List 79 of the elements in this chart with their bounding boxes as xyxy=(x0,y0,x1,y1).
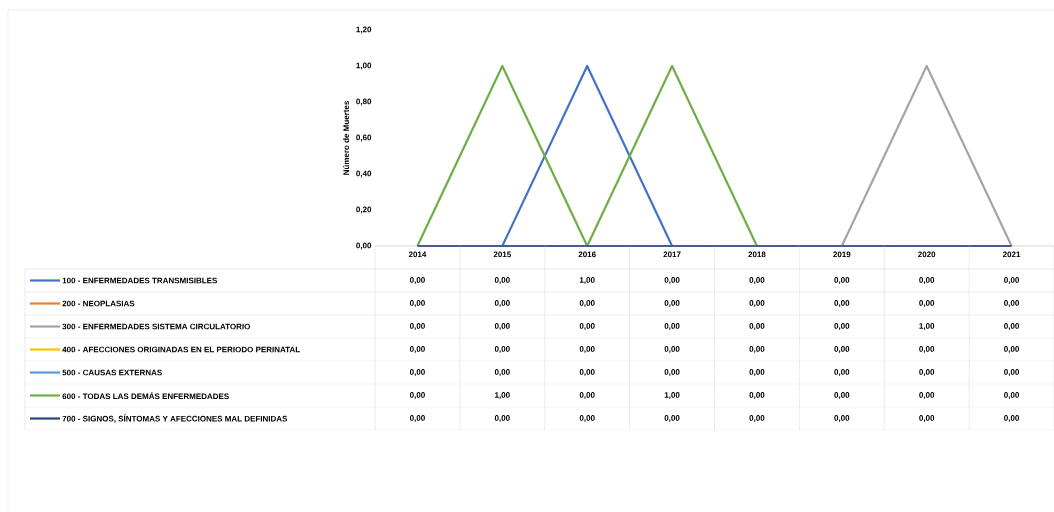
text: 0,00 xyxy=(919,346,935,353)
text: 0,00 xyxy=(409,277,425,284)
y-tick-label: 0,80 xyxy=(356,98,372,106)
text: 0,00 xyxy=(834,369,850,376)
data-label: 0,00 xyxy=(409,415,425,422)
legend-label: 500 - CAUSAS EXTERNAS xyxy=(62,369,162,376)
data-label: 0,00 xyxy=(494,323,510,330)
y-tick-label: 0,40 xyxy=(356,170,372,178)
text: 0,00 xyxy=(664,300,680,307)
x-tick-label: 2020 xyxy=(918,251,936,258)
data-label: 1,00 xyxy=(579,277,595,284)
text: 0,00 xyxy=(834,346,850,353)
data-label: 1,00 xyxy=(495,392,510,399)
text: 0,00 xyxy=(409,300,425,307)
data-label: 0,00 xyxy=(919,415,935,422)
data-label: 1,00 xyxy=(919,323,935,330)
y-tick-label: 0,00 xyxy=(356,242,372,250)
data-label: 0,00 xyxy=(1004,323,1020,330)
legend-label: 600 - TODAS LAS DEMÁS ENFERMEDADES xyxy=(62,391,229,400)
data-label: 0,00 xyxy=(579,392,595,399)
legend-label: 700 - SIGNOS, SÍNTOMAS Y AFECCIONES MAL DEFINIDAS xyxy=(62,414,288,423)
legend-label: 200 - NEOPLASIAS xyxy=(62,300,135,307)
y-tick-label: 1,20 xyxy=(356,26,372,34)
text: 0,00 xyxy=(749,346,765,353)
text: 0,00 xyxy=(1004,369,1020,376)
y-tick-label: 0,20 xyxy=(356,206,372,214)
x-tick-label: 2016 xyxy=(578,251,596,258)
text: 0,00 xyxy=(409,369,425,376)
text: 0,00 xyxy=(664,346,680,353)
text: 0,00 xyxy=(919,300,935,307)
x-tick-label: 2017 xyxy=(663,251,681,258)
data-label: 0,00 xyxy=(579,415,595,422)
text: 0,00 xyxy=(919,277,935,284)
text: 0,00 xyxy=(919,369,935,376)
data-label: 0,00 xyxy=(494,415,510,422)
data-label: 0,00 xyxy=(664,277,680,284)
data-label: 0,00 xyxy=(664,415,680,422)
legend-label: 100 - ENFERMEDADES TRANSMISIBLES xyxy=(62,277,218,284)
text: 0,00 xyxy=(664,369,680,376)
text: 0,00 xyxy=(749,277,765,284)
text: 0,00 xyxy=(1004,346,1020,353)
text: 0,00 xyxy=(919,392,935,399)
data-label: 0,00 xyxy=(1004,415,1020,422)
data-label: 0,00 xyxy=(579,323,595,330)
text: 0,00 xyxy=(494,300,510,307)
text: 0,00 xyxy=(494,346,510,353)
text: 0,00 xyxy=(1004,392,1020,399)
x-tick-label: 2014 xyxy=(408,251,427,258)
y-tick-label: 1,00 xyxy=(356,62,372,70)
legend-label: 300 - ENFERMEDADES SISTEMA CIRCULATORIO xyxy=(62,323,251,330)
text: 0,00 xyxy=(494,369,510,376)
data-label: 0,00 xyxy=(834,323,850,330)
text: 0,00 xyxy=(579,346,595,353)
data-label: 0,00 xyxy=(409,392,425,399)
x-tick-label: 2018 xyxy=(748,251,766,258)
x-tick-label: 2021 xyxy=(1002,251,1021,258)
data-label: 0,00 xyxy=(409,323,425,330)
data-label: 0,00 xyxy=(834,392,850,399)
data-label: 1,00 xyxy=(664,392,680,399)
data-label: 0,00 xyxy=(494,277,510,284)
text: 0,00 xyxy=(834,300,850,307)
y-axis-title: Número de Muertes xyxy=(343,101,350,175)
text: 0,00 xyxy=(1004,277,1020,284)
data-label: 0,00 xyxy=(664,323,680,330)
text: 0,00 xyxy=(749,369,765,376)
text: 0,00 xyxy=(409,346,425,353)
text: 0,00 xyxy=(1004,300,1020,307)
data-label: 0,00 xyxy=(834,415,850,422)
text: 0,00 xyxy=(749,300,765,307)
x-tick-label: 2015 xyxy=(493,251,511,258)
y-tick-label: 0,60 xyxy=(356,134,372,142)
legend-label: 400 - AFECCIONES ORIGINADAS EN EL PERIODO PERINATAL xyxy=(62,346,300,353)
text: 0,00 xyxy=(579,369,595,376)
data-label: 0,00 xyxy=(749,323,765,330)
data-label: 0,00 xyxy=(749,415,765,422)
data-label: 0,00 xyxy=(749,392,765,399)
x-tick-label: 2019 xyxy=(833,251,851,258)
text: 0,00 xyxy=(834,277,850,284)
text: 0,00 xyxy=(579,300,595,307)
